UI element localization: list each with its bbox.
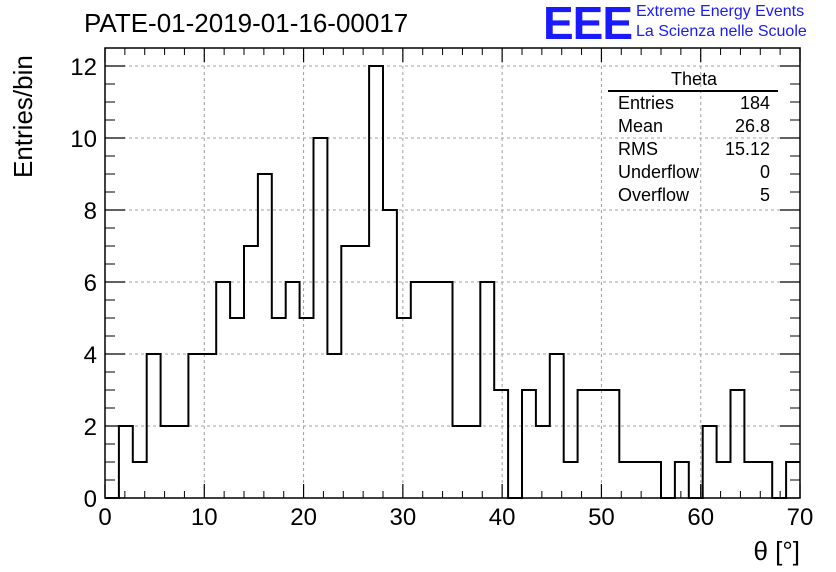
x-tick-labels: 0 10 20 30 40 50 60 70	[98, 504, 813, 531]
x-tick-label: 50	[588, 504, 615, 531]
stats-label: RMS	[618, 139, 658, 159]
logo-caption-line1: Extreme Energy Events	[636, 3, 805, 20]
stats-value: 0	[759, 162, 770, 182]
logo-caption: Extreme Energy Events La Scienza nelle S…	[636, 2, 807, 42]
y-tick-label: 12	[70, 54, 97, 81]
x-tick-label: 60	[687, 504, 714, 531]
x-tick-label: 10	[191, 504, 218, 531]
eee-logo: EEE	[543, 0, 633, 49]
stats-row-overflow: Overflow 5	[608, 184, 778, 207]
y-tick-label: 6	[84, 270, 97, 297]
x-tick-label: 30	[390, 504, 417, 531]
stats-row-mean: Mean 26.8	[608, 115, 778, 138]
x-tick-label: 40	[489, 504, 516, 531]
stats-label: Mean	[618, 116, 664, 136]
y-tick-label: 4	[84, 342, 97, 369]
stats-label: Entries	[618, 93, 675, 113]
y-tick-labels: 0 2 4 6 8 10 12	[70, 54, 97, 513]
x-tick-label: 70	[787, 504, 814, 531]
stats-label: Underflow	[618, 162, 700, 182]
stats-value: 184	[739, 93, 770, 113]
plot-frame	[104, 47, 801, 499]
x-tick-label: 20	[290, 504, 317, 531]
axis-ticks	[104, 47, 801, 499]
stats-row-entries: Entries 184	[608, 92, 778, 115]
stats-label: Overflow	[618, 185, 690, 205]
x-axis-label: θ [°]	[753, 536, 800, 566]
y-tick-label: 0	[84, 486, 97, 513]
x-tick-label: 0	[98, 504, 111, 531]
stats-row-rms: RMS 15.12	[608, 138, 778, 161]
stats-value: 26.8	[734, 116, 770, 136]
histogram-outline	[105, 65, 800, 499]
y-tick-label: 8	[84, 198, 97, 225]
stats-value: 15.12	[724, 139, 770, 159]
stats-title: Theta	[608, 68, 778, 92]
stats-row-underflow: Underflow 0	[608, 161, 778, 184]
y-tick-label: 2	[84, 414, 97, 441]
y-axis-label: Entries/bin	[8, 55, 38, 178]
logo-caption-line2: La Scienza nelle Scuole	[636, 23, 807, 40]
y-tick-label: 10	[70, 126, 97, 153]
stats-box: Theta Entries 184 Mean 26.8 RMS 15.12 Under…	[608, 68, 778, 207]
histogram-title: PATE-01-2019-01-16-00017	[84, 8, 409, 38]
stats-value: 5	[759, 185, 770, 205]
